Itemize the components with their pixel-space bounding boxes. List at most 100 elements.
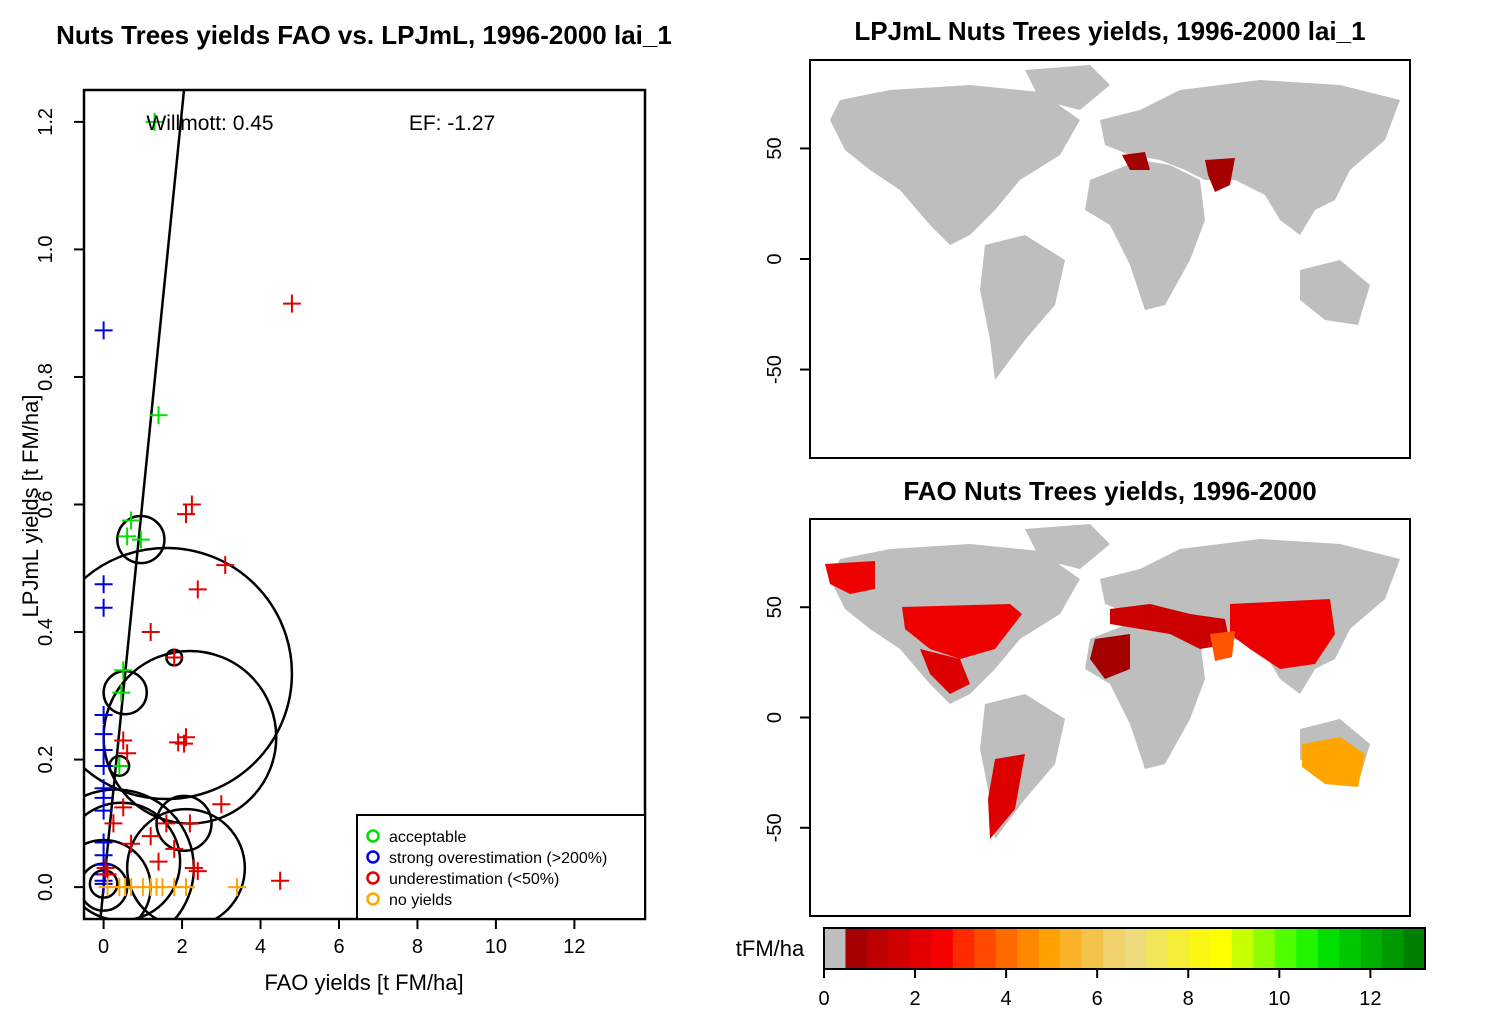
colorbar-label: tFM/ha	[736, 936, 805, 961]
y-tick-label: 0.0	[35, 873, 57, 901]
data-point	[177, 728, 195, 747]
data-point	[177, 878, 195, 897]
y-tick-label: 0.2	[35, 746, 57, 774]
map-y-tick-label: 0	[764, 712, 786, 723]
europe-middle-east-region	[1110, 604, 1230, 649]
data-point	[118, 744, 137, 763]
map-y-tick-label: -50	[764, 813, 786, 842]
north-africa-region	[1090, 634, 1130, 679]
south-america-land	[980, 235, 1065, 380]
data-point	[94, 321, 113, 340]
fao-map-axis: 50 0 -50	[764, 596, 810, 842]
africa-land	[1085, 160, 1205, 310]
lpjml-map-panel: LPJmL Nuts Trees yields, 1996-2000 lai_1…	[764, 16, 1411, 459]
colorbar-cell	[1124, 928, 1147, 969]
colorbar-cell	[1210, 928, 1233, 969]
data-point	[94, 705, 113, 724]
data-point	[94, 575, 113, 594]
x-tick-label: 2	[177, 936, 188, 958]
bubble-circle	[84, 801, 182, 919]
data-point	[94, 725, 113, 744]
data-point	[216, 556, 235, 575]
colorbar-cell	[909, 928, 932, 969]
legend: acceptable strong overestimation (>200%)…	[356, 814, 646, 920]
data-point	[180, 814, 199, 833]
afghanistan-region	[1210, 631, 1235, 661]
colorbar-cell	[1145, 928, 1168, 969]
colorbar-tick-label: 6	[1092, 988, 1103, 1010]
fao-landmass	[825, 524, 1400, 839]
data-point	[212, 795, 231, 814]
colorbar-cell	[1167, 928, 1190, 969]
data-point	[141, 623, 160, 642]
colorbar-cell	[1403, 928, 1426, 969]
willmott-annotation: Willmott: 0.45	[146, 112, 273, 135]
scatter-axes: 0 2 4 6 8 10 12 0.0 0.2 0.4 0.6 0.8 1.0 1.2	[35, 108, 586, 958]
legend-label-acceptable: acceptable	[389, 829, 466, 846]
colorbar-tick-label: 0	[818, 988, 829, 1010]
alaska-region	[825, 561, 875, 594]
data-point	[271, 871, 290, 890]
scatter-marks	[84, 90, 301, 919]
colorbar-cell	[1382, 928, 1405, 969]
colorbar: tFM/ha 0 2 4 6 8 10 12	[736, 927, 1426, 1010]
x-axis-label: FAO yields [t FM/ha]	[264, 970, 463, 995]
central-asia-region	[1205, 158, 1235, 192]
lpjml-landmass	[830, 65, 1400, 380]
y-axis-label: LPJmL yields [t FM/ha]	[18, 395, 43, 618]
north-america-land	[830, 85, 1080, 245]
colorbar-cell	[995, 928, 1018, 969]
data-point	[114, 661, 133, 680]
data-point	[141, 827, 160, 846]
data-point	[177, 505, 195, 524]
colorbar-tick-label: 2	[909, 988, 920, 1010]
data-point	[165, 648, 184, 667]
legend-label-no-yields: no yields	[389, 892, 452, 909]
data-point	[165, 839, 184, 858]
map-y-tick-label: 50	[764, 137, 786, 159]
data-point	[131, 530, 150, 549]
legend-marker-no-yields	[366, 892, 380, 906]
fao-world-map	[825, 524, 1400, 839]
data-point	[188, 580, 207, 599]
greenland-land	[1025, 524, 1110, 569]
x-tick-label: 8	[412, 936, 423, 958]
colorbar-cell	[866, 928, 889, 969]
argentina-chile-region	[988, 754, 1025, 839]
lpjml-world-map	[830, 65, 1400, 380]
colorbar-tick-label: 10	[1268, 988, 1290, 1010]
southern-europe-region	[1122, 152, 1150, 170]
colorbar-cell	[1188, 928, 1211, 969]
data-point	[94, 801, 113, 820]
scatter-title: Nuts Trees yields FAO vs. LPJmL, 1996-20…	[56, 20, 672, 50]
colorbar-cell	[1360, 928, 1383, 969]
map-y-tick-label: 0	[764, 253, 786, 264]
colorbar-cell	[952, 928, 975, 969]
data-point	[149, 406, 168, 425]
scatter-frame	[82, 88, 647, 921]
united-states-region	[902, 604, 1022, 659]
data-point	[282, 294, 301, 313]
colorbar-cell	[1017, 928, 1040, 969]
greenland-land	[1025, 65, 1110, 110]
data-point	[149, 852, 168, 871]
data-point	[157, 814, 176, 833]
colorbar-cell	[888, 928, 911, 969]
ef-annotation: EF: -1.27	[409, 112, 495, 135]
y-tick-label: 0.8	[35, 363, 57, 391]
data-point	[228, 878, 246, 897]
bubble-circle	[116, 514, 166, 565]
fao-map-panel: FAO Nuts Trees yields, 1996-2000	[764, 476, 1411, 917]
data-point	[94, 741, 113, 760]
data-point	[114, 731, 133, 750]
colorbar-cell	[1231, 928, 1254, 969]
colorbar-cell	[1253, 928, 1276, 969]
y-tick-label: 0.6	[35, 491, 57, 519]
colorbar-cell	[1296, 928, 1319, 969]
data-point	[114, 798, 133, 817]
eurasia-land	[1100, 80, 1400, 235]
x-tick-label: 4	[255, 936, 266, 958]
data-point	[182, 495, 201, 514]
data-point	[94, 598, 113, 617]
data-point	[184, 858, 203, 877]
